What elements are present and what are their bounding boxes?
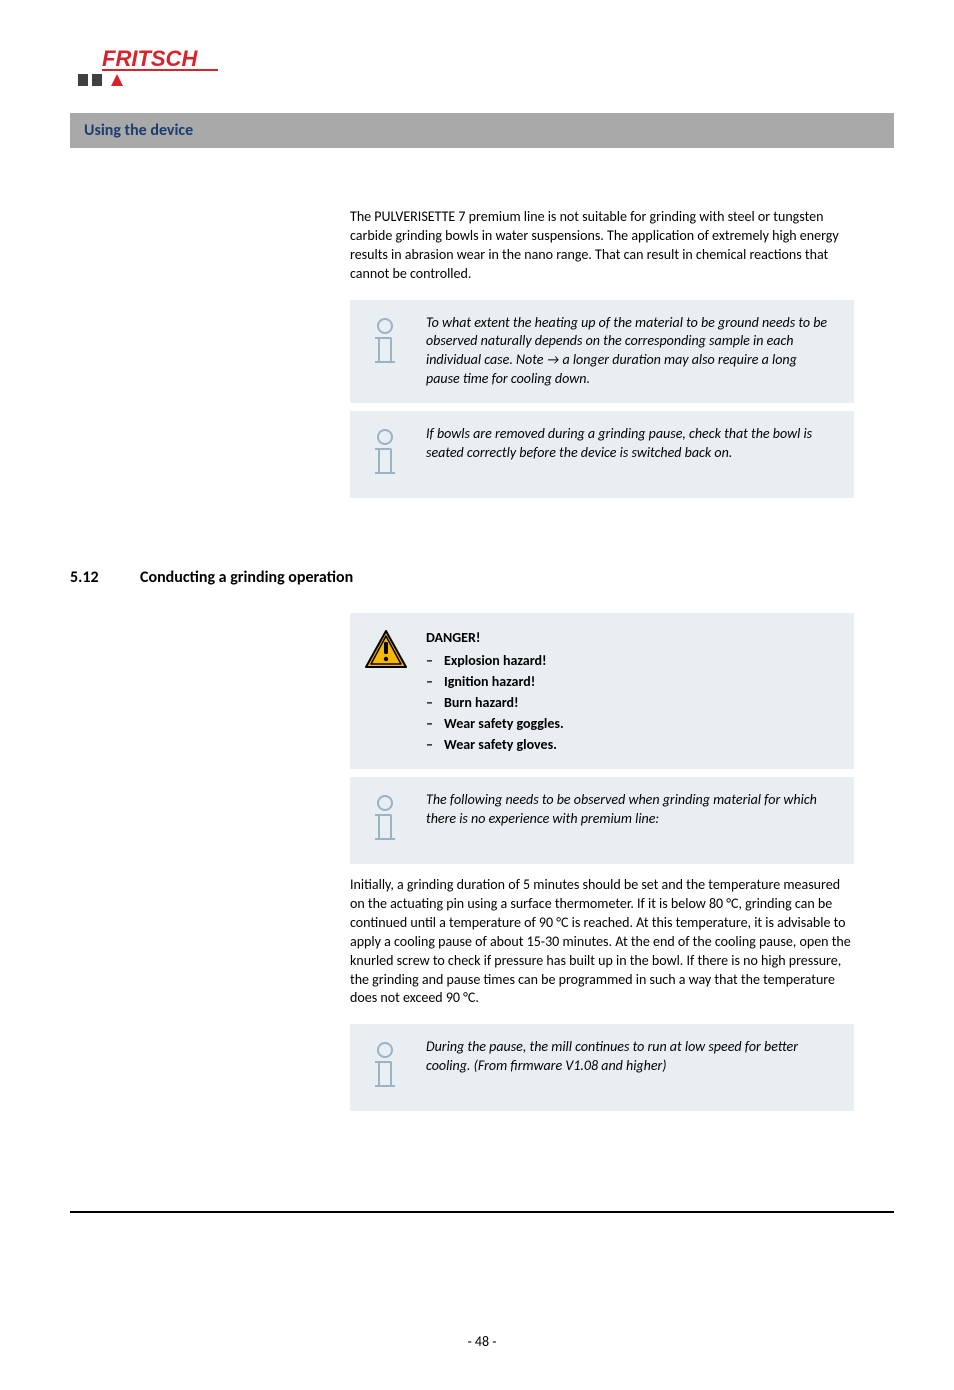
- page-number: - 48 -: [70, 1333, 894, 1350]
- info-text-heating: To what extent the heating up of the mat…: [426, 314, 830, 390]
- danger-item: Wear safety goggles.: [426, 713, 564, 734]
- danger-item: Ignition hazard!: [426, 671, 564, 692]
- footer-rule: [70, 1211, 894, 1213]
- danger-item: Burn hazard!: [426, 692, 564, 713]
- info-icon: [364, 793, 406, 850]
- section-header-bar: Using the device: [70, 113, 894, 148]
- intro-paragraph: The PULVERISETTE 7 premium line is not s…: [350, 208, 854, 284]
- logo: FRITSCH: [78, 40, 894, 101]
- info-icon: [364, 1040, 406, 1097]
- danger-heading: DANGER!: [426, 627, 564, 648]
- info-box-heating: To what extent the heating up of the mat…: [350, 300, 854, 404]
- info-text-pause: During the pause, the mill continues to …: [426, 1038, 830, 1076]
- logo-text: FRITSCH: [102, 46, 198, 71]
- info-box-bowls: If bowls are removed during a grinding p…: [350, 411, 854, 498]
- section-header-title: Using the device: [84, 121, 193, 140]
- fritsch-logo: FRITSCH: [78, 40, 218, 96]
- danger-item: Explosion hazard!: [426, 650, 564, 671]
- info-text-experience: The following needs to be observed when …: [426, 791, 830, 829]
- danger-triangle-icon: [364, 629, 408, 674]
- info-box-experience: The following needs to be observed when …: [350, 777, 854, 864]
- subsection-number: 5.12: [70, 568, 140, 587]
- info-box-pause: During the pause, the mill continues to …: [350, 1024, 854, 1111]
- subsection-heading: 5.12 Conducting a grinding operation: [70, 568, 894, 587]
- subsection-title: Conducting a grinding operation: [140, 568, 353, 587]
- danger-item: Wear safety gloves.: [426, 734, 564, 755]
- info-text-bowls: If bowls are removed during a grinding p…: [426, 425, 830, 463]
- danger-content: DANGER! Explosion hazard! Ignition hazar…: [426, 627, 564, 755]
- info-icon: [364, 316, 406, 373]
- danger-list: Explosion hazard! Ignition hazard! Burn …: [426, 650, 564, 755]
- danger-box: DANGER! Explosion hazard! Ignition hazar…: [350, 613, 854, 769]
- info-icon: [364, 427, 406, 484]
- grinding-paragraph: Initially, a grinding duration of 5 minu…: [350, 876, 854, 1008]
